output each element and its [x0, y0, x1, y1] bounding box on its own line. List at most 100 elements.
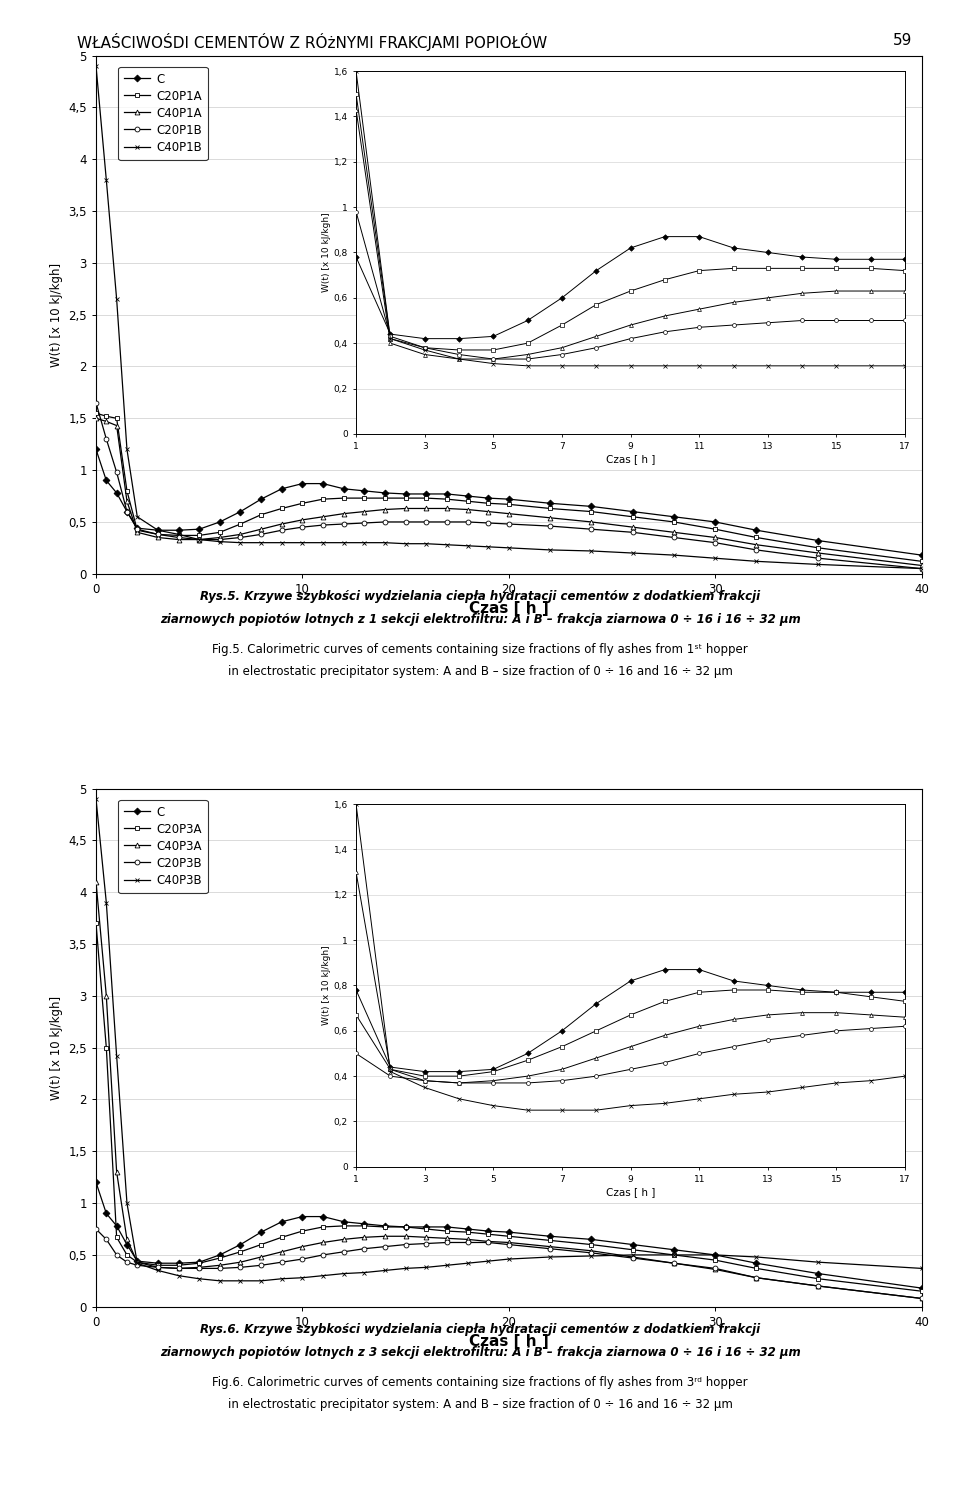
C20P3A: [234, 1242, 246, 1260]
C20P1B: [152, 526, 163, 544]
C40P1B: [152, 521, 163, 539]
C: [101, 472, 112, 490]
C: [379, 484, 391, 502]
C: [255, 490, 267, 508]
Line: C40P3B: C40P3B: [93, 796, 924, 1283]
C40P3A: [420, 1229, 432, 1247]
C: [586, 1230, 597, 1248]
C20P3B: [812, 1277, 824, 1295]
C: [193, 520, 205, 538]
Line: C20P1A: C20P1A: [93, 410, 924, 563]
C20P1A: [276, 500, 288, 518]
C40P1A: [255, 520, 267, 538]
C40P3B: [132, 1254, 143, 1272]
C: [110, 1217, 123, 1235]
C20P3B: [132, 1256, 143, 1274]
C: [812, 532, 824, 550]
C40P3B: [338, 1265, 349, 1283]
C40P3A: [400, 1227, 412, 1245]
C40P3B: [121, 1194, 132, 1212]
C40P1A: [276, 515, 288, 533]
C20P3A: [152, 1256, 163, 1274]
C20P1B: [916, 560, 927, 578]
C: [668, 508, 680, 526]
C: [110, 484, 123, 502]
Line: C: C: [93, 1181, 924, 1290]
C: [812, 1265, 824, 1283]
C20P3A: [483, 1226, 494, 1244]
C40P1A: [234, 526, 246, 544]
C40P1A: [668, 523, 680, 541]
C: [317, 475, 328, 493]
C20P1B: [544, 517, 556, 535]
C: [297, 475, 308, 493]
C40P1A: [627, 518, 638, 536]
C20P3A: [121, 1247, 132, 1265]
C20P1B: [586, 520, 597, 538]
Line: C20P1B: C20P1B: [93, 401, 924, 571]
C40P1B: [255, 533, 267, 551]
C40P3A: [338, 1230, 349, 1248]
C20P1B: [503, 515, 515, 533]
C40P1B: [420, 535, 432, 553]
C20P3B: [255, 1256, 267, 1274]
C40P1B: [317, 533, 328, 551]
C40P1B: [132, 508, 143, 526]
C40P3A: [90, 873, 102, 891]
C40P3A: [379, 1227, 391, 1245]
C20P3A: [627, 1241, 638, 1259]
C20P3B: [916, 1289, 927, 1307]
C20P3B: [379, 1238, 391, 1256]
C20P1A: [586, 503, 597, 521]
C40P1A: [101, 413, 112, 431]
C40P3A: [359, 1229, 371, 1247]
C: [276, 479, 288, 497]
C: [503, 490, 515, 508]
C20P3B: [121, 1253, 132, 1271]
C: [627, 503, 638, 521]
C40P1B: [544, 541, 556, 559]
C: [586, 497, 597, 515]
C40P3B: [193, 1269, 205, 1287]
C20P3B: [627, 1250, 638, 1268]
Text: in electrostatic precipitator system: A and B – size fraction of 0 ÷ 16 and 16 ÷: in electrostatic precipitator system: A …: [228, 1398, 732, 1412]
C: [544, 494, 556, 512]
C20P3A: [420, 1220, 432, 1238]
C40P1B: [90, 57, 102, 75]
C20P3A: [544, 1232, 556, 1250]
C20P3B: [297, 1250, 308, 1268]
C: [132, 1253, 143, 1271]
C20P3B: [193, 1259, 205, 1277]
C: [420, 1218, 432, 1236]
C40P3B: [173, 1266, 184, 1284]
C40P3A: [121, 1230, 132, 1248]
C40P1B: [101, 171, 112, 189]
C: [234, 1236, 246, 1254]
C20P1A: [297, 494, 308, 512]
C20P3A: [193, 1254, 205, 1272]
C: [132, 520, 143, 538]
C20P3B: [668, 1254, 680, 1272]
C20P3B: [101, 1230, 112, 1248]
Line: C20P3A: C20P3A: [93, 921, 924, 1293]
C20P3A: [586, 1236, 597, 1254]
C20P1B: [359, 514, 371, 532]
C20P3B: [90, 1220, 102, 1238]
C: [90, 1173, 102, 1191]
C40P1B: [916, 560, 927, 578]
C20P3B: [317, 1247, 328, 1265]
C40P1B: [709, 550, 721, 568]
C40P1A: [916, 556, 927, 574]
C40P1A: [110, 416, 123, 434]
C20P3A: [101, 1039, 112, 1057]
C40P3B: [317, 1266, 328, 1284]
C40P3B: [668, 1247, 680, 1265]
C20P3B: [400, 1236, 412, 1254]
C20P3B: [214, 1259, 226, 1277]
C40P3A: [483, 1233, 494, 1251]
C: [234, 503, 246, 521]
C: [214, 1247, 226, 1265]
C: [173, 1254, 184, 1272]
C40P3B: [255, 1272, 267, 1290]
C20P1A: [483, 494, 494, 512]
